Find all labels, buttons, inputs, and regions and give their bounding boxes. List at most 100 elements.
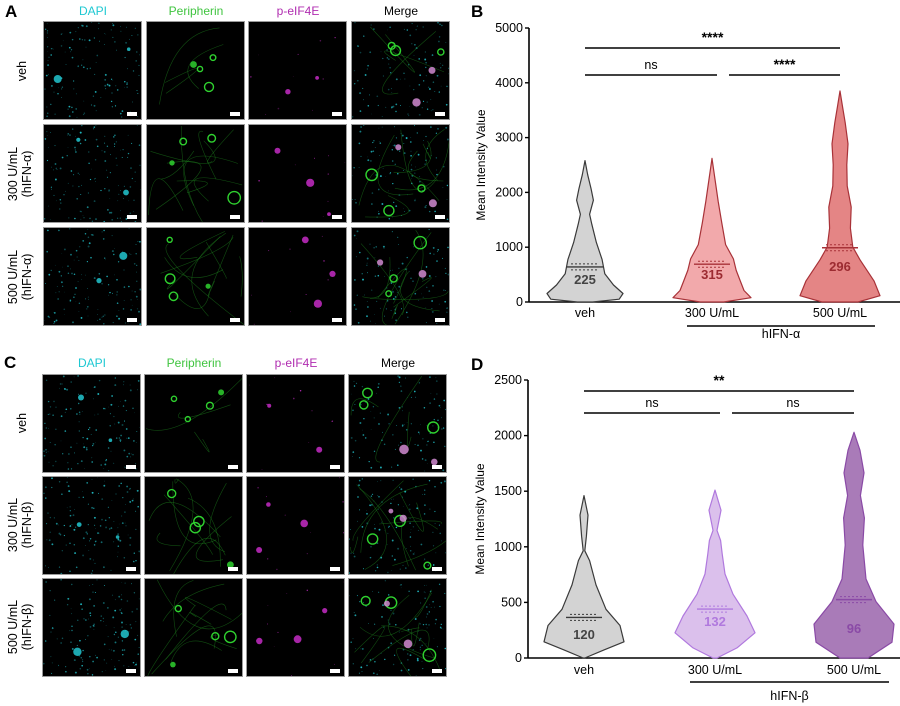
panel-letter-d: D — [471, 355, 484, 374]
micrograph-a-r2-peripherin — [146, 124, 245, 223]
panel-letter-c: C — [4, 353, 17, 372]
violin-300uml — [674, 489, 756, 659]
micrograph-c-r2-merge — [348, 476, 447, 575]
scale-bar — [228, 669, 238, 673]
row-label-line2: (hIFN-α) — [20, 150, 34, 198]
scale-bar — [330, 465, 340, 469]
x-tick-label: 500 U/mL — [827, 663, 881, 677]
n-count-label: 225 — [574, 272, 596, 287]
y-tick-label: 2000 — [494, 429, 522, 443]
group-label: hIFN-β — [770, 689, 808, 703]
x-tick-label: 300 U/mL — [685, 306, 739, 320]
col-head-peif4e: p-eIF4E — [274, 356, 318, 370]
panel-letter-a: A — [5, 2, 18, 21]
scale-bar — [432, 669, 442, 673]
y-tick-label: 1000 — [495, 240, 523, 254]
scale-bar — [332, 112, 342, 116]
violin-chart-b: 0 1000 2000 3000 4000 5000 Mean Intensity Valu… — [474, 21, 900, 340]
col-head-dapi: DAPI — [78, 4, 107, 18]
scale-bar — [127, 112, 137, 116]
micrograph-c-r1-dapi — [42, 374, 141, 473]
scale-bar — [432, 567, 442, 571]
scale-bar — [330, 669, 340, 673]
micrograph-a-r2-peif4e — [248, 124, 347, 223]
micrograph-a-r2-merge — [351, 124, 450, 223]
col-head-peripherin: Peripherin — [168, 4, 224, 18]
y-tick-label: 5000 — [495, 21, 523, 35]
micrograph-a-r3-merge — [351, 227, 450, 326]
n-count-label: 315 — [701, 267, 723, 282]
significance-label: ns — [786, 396, 799, 410]
col-head-peripherin: Peripherin — [166, 356, 222, 370]
row-label-veh: veh — [15, 21, 29, 121]
significance-label: ns — [644, 58, 657, 72]
micrograph-a-r1-dapi — [43, 21, 142, 120]
row-label-line2: (hIFN-α) — [20, 253, 34, 301]
significance-label: ** — [714, 372, 725, 388]
panel-letter-b: B — [471, 2, 484, 21]
micrograph-a-r3-dapi — [43, 227, 142, 326]
violin-veh — [546, 160, 624, 303]
x-tick-label: veh — [575, 306, 595, 320]
y-tick-label: 2500 — [494, 373, 522, 387]
n-count-label: 96 — [847, 621, 861, 636]
n-count-label: 132 — [704, 614, 726, 629]
y-axis-label: Mean Intensity Value — [473, 463, 487, 575]
scale-bar — [228, 567, 238, 571]
scale-bar — [435, 112, 445, 116]
y-tick-label: 500 — [501, 595, 522, 609]
scale-bar — [126, 669, 136, 673]
micrograph-a-r1-peripherin — [146, 21, 245, 120]
significance-label: ns — [645, 396, 658, 410]
significance-label: **** — [702, 29, 724, 45]
scale-bar — [127, 215, 137, 219]
col-head-peif4e: p-eIF4E — [276, 4, 320, 18]
y-axis-label: Mean Intensity Value — [474, 109, 488, 221]
micrograph-a-r3-peif4e — [248, 227, 347, 326]
col-head-merge: Merge — [383, 4, 418, 18]
violin-300uml — [672, 157, 752, 303]
col-head-merge: Merge — [380, 356, 415, 370]
row-label-500: 500 U/mL (hIFN-α) — [6, 227, 34, 327]
micrograph-c-r3-peif4e — [246, 578, 345, 677]
y-tick-label: 1000 — [494, 540, 522, 554]
col-head-dapi: DAPI — [77, 356, 106, 370]
row-label-line1: 300 U/mL — [6, 497, 20, 553]
violin-500uml — [813, 431, 895, 659]
scale-bar — [127, 318, 137, 322]
n-count-label: 120 — [573, 627, 595, 642]
row-label-line1: veh — [15, 60, 29, 82]
micrograph-a-r1-merge — [351, 21, 450, 120]
row-label-line2: (hIFN-β) — [20, 603, 34, 651]
violin-500uml — [799, 90, 881, 303]
micrograph-a-r3-peripherin — [146, 227, 245, 326]
x-tick-label: 500 U/mL — [813, 306, 867, 320]
row-label-line1: 300 U/mL — [6, 146, 20, 202]
x-tick-label: 300 U/mL — [688, 663, 742, 677]
micrograph-c-r3-merge — [348, 578, 447, 677]
micrograph-c-r1-merge — [348, 374, 447, 473]
scale-bar — [330, 567, 340, 571]
n-count-label: 296 — [829, 259, 851, 274]
row-label-300: 300 U/mL (hIFN-α) — [6, 124, 34, 224]
y-tick-label: 3000 — [495, 131, 523, 145]
micrograph-a-r1-peif4e — [248, 21, 347, 120]
y-tick-label: 1500 — [494, 484, 522, 498]
micrograph-c-r2-peripherin — [144, 476, 243, 575]
row-label-500: 500 U/mL (hIFN-β) — [6, 577, 34, 677]
scale-bar — [435, 215, 445, 219]
row-label-line1: veh — [15, 412, 29, 434]
micrograph-a-r2-dapi — [43, 124, 142, 223]
row-label-300: 300 U/mL (hIFN-β) — [6, 475, 34, 575]
scale-bar — [126, 567, 136, 571]
scale-bar — [332, 318, 342, 322]
micrograph-c-r1-peripherin — [144, 374, 243, 473]
scale-bar — [230, 112, 240, 116]
group-label: hIFN-α — [762, 327, 800, 340]
y-tick-label: 0 — [516, 295, 523, 309]
micrograph-c-r1-peif4e — [246, 374, 345, 473]
violin-chart-d: 0 500 1000 1500 2000 2500 Mean Intensity Value… — [473, 372, 900, 703]
y-tick-label: 2000 — [495, 185, 523, 199]
scale-bar — [228, 465, 238, 469]
micrograph-c-r3-dapi — [42, 578, 141, 677]
